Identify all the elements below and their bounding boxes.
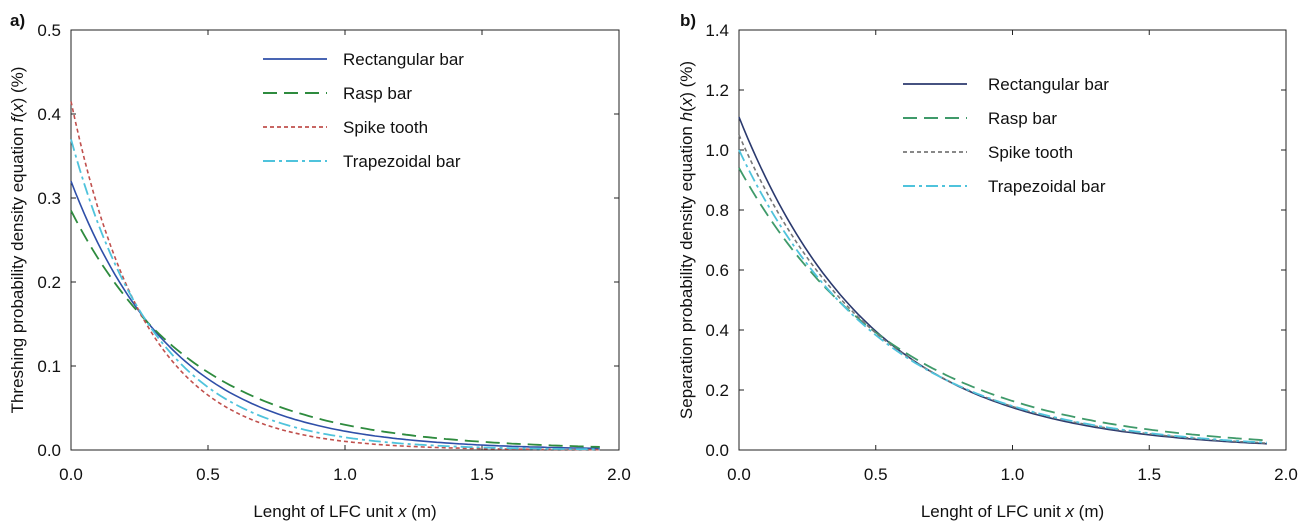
y-tick-label: 0.4 [705,321,729,340]
x-tick-label: 1.0 [1001,465,1025,484]
y-axis-label-text: Threshing probability density equation [8,122,27,413]
y-axis-label-paren: ( [8,112,27,118]
x-axis-label-var: x [1064,502,1074,521]
y-axis-label-unit: ) (%) [677,61,696,98]
y-tick-label: 0.2 [37,273,61,292]
legend: Rectangular bar Rasp bar Spike tooth Trapez… [903,75,1109,196]
y-tick-label: 0.4 [37,105,61,124]
series-line-rasp-bar [70,210,600,448]
series-line-rectangular-bar [70,180,600,450]
y-axis-label: Separation probability density equation … [677,61,696,419]
y-axis-label-var2: x [8,103,27,113]
series-line-trapezoidal-bar [738,149,1267,444]
panel-label: a) [10,11,25,30]
y-axis-label-var2: x [677,97,696,107]
x-tick-label: 2.0 [1274,465,1298,484]
x-tick-label: 1.5 [1137,465,1161,484]
x-tick-label: 0.0 [59,465,83,484]
y-tick-label: 0.1 [37,357,61,376]
y-tick-label: 1.4 [705,21,729,40]
legend: Rectangular bar Rasp bar Spike tooth Trapez… [263,50,464,171]
y-tick-label: 0.6 [705,261,729,280]
legend-label: Spike tooth [988,143,1073,162]
y-tick-label: 0.2 [705,381,729,400]
y-axis-label: Threshing probability density equation f… [8,67,27,414]
x-tick-label: 0.5 [864,465,888,484]
legend-label: Rectangular bar [343,50,464,69]
legend-label: Rectangular bar [988,75,1109,94]
x-tick-label: 1.5 [470,465,494,484]
series-line-trapezoidal-bar [70,138,600,451]
y-tick-label: 1.0 [705,141,729,160]
legend-label: Rasp bar [988,109,1057,128]
y-tick-label: 0.0 [37,441,61,460]
series-line-spike-tooth [70,101,600,451]
x-tick-label: 1.0 [333,465,357,484]
legend-label: Rasp bar [343,84,412,103]
panel-label: b) [680,11,696,30]
x-axis-label-text: Lenght of LFC unit [921,502,1066,521]
y-axis-label-unit: ) (%) [8,67,27,104]
x-axis-label-unit: (m) [406,502,436,521]
chart-panel-a: a) 0.0 0.5 1.0 1.5 2.0 0.0 0.1 0.2 0.3 0.4 0.5 Lengh… [8,11,631,521]
x-tick-label: 0.0 [727,465,751,484]
chart-panel-b: b) 0.0 0.5 1.0 1.5 2.0 0.0 0.2 0.4 0.6 0.8 1.0 1.2 1.… [677,11,1298,521]
legend-label: Trapezoidal bar [343,152,461,171]
y-axis-label-var: f [8,115,27,122]
y-tick-label: 0.5 [37,21,61,40]
series-line-rasp-bar [738,167,1267,442]
x-tick-label: 2.0 [607,465,631,484]
legend-label: Spike tooth [343,118,428,137]
legend-label: Trapezoidal bar [988,177,1106,196]
x-axis-label-var: x [397,502,407,521]
x-axis-label: Lenght of LFC unit x (m) [921,502,1104,521]
x-axis-label-text: Lenght of LFC unit [253,502,398,521]
y-tick-label: 0.8 [705,201,729,220]
y-tick-label: 0.3 [37,189,61,208]
y-tick-label: 1.2 [705,81,729,100]
y-axis-label-var: h [677,112,696,121]
x-axis-label-unit: (m) [1074,502,1104,521]
y-axis-label-paren: ( [677,106,696,112]
x-tick-label: 0.5 [196,465,220,484]
x-axis-label: Lenght of LFC unit x (m) [253,502,436,521]
y-tick-label: 0.0 [705,441,729,460]
y-axis-label-text: Separation probability density equation [677,121,696,419]
series-line-rectangular-bar [738,116,1267,445]
